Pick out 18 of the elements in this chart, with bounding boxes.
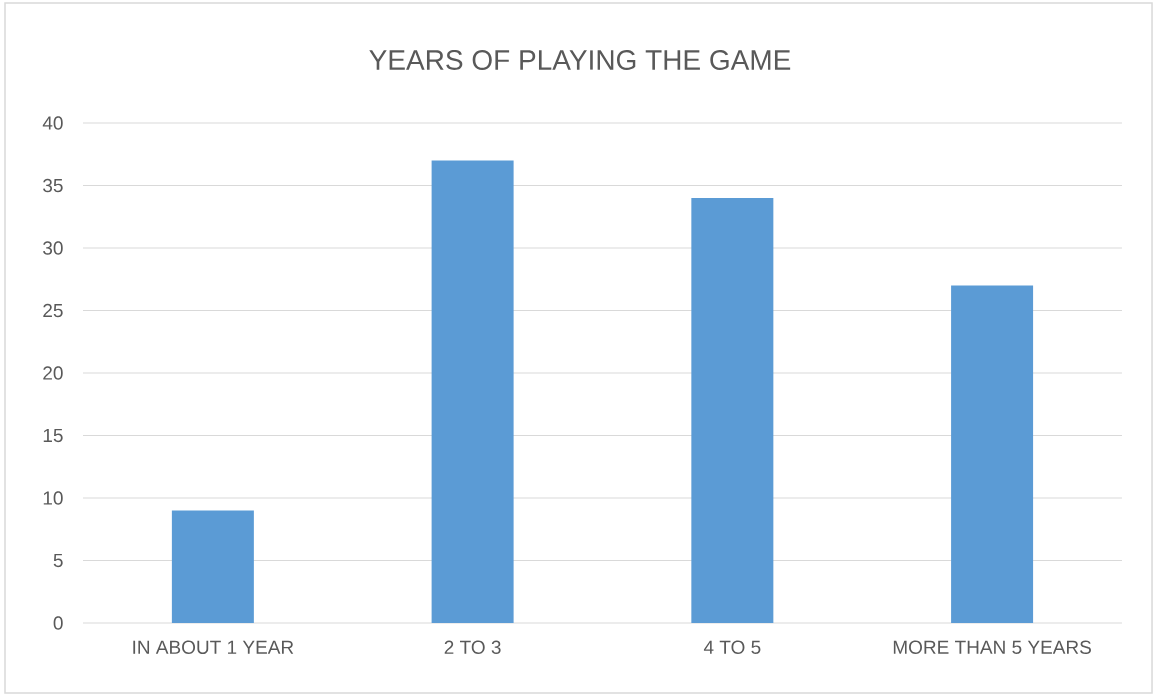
- y-tick-label: 40: [42, 116, 63, 130]
- y-tick-label: 25: [43, 303, 63, 318]
- y-tick-label: 0: [53, 616, 63, 630]
- bar: [951, 285, 1034, 623]
- y-tick-label: 20: [43, 366, 63, 380]
- x-tick-label: MORE THAN 5 YEARS: [893, 640, 1091, 654]
- y-tick-label: 30: [43, 241, 63, 255]
- x-tick-label: 4 TO 5: [703, 640, 761, 654]
- bar: [691, 197, 774, 623]
- x-tick-label: IN ABOUT 1 YEAR: [133, 640, 294, 654]
- y-tick-label: 10: [43, 491, 63, 505]
- y-tick-label: 35: [43, 178, 63, 193]
- x-tick-label: 2 TO 3: [444, 640, 501, 654]
- bar: [171, 510, 254, 623]
- y-tick-label: 5: [53, 553, 63, 568]
- bar: [431, 160, 514, 623]
- y-tick-label: 15: [43, 428, 63, 443]
- chart-title: YEARS OF PLAYING THE GAME: [369, 50, 791, 70]
